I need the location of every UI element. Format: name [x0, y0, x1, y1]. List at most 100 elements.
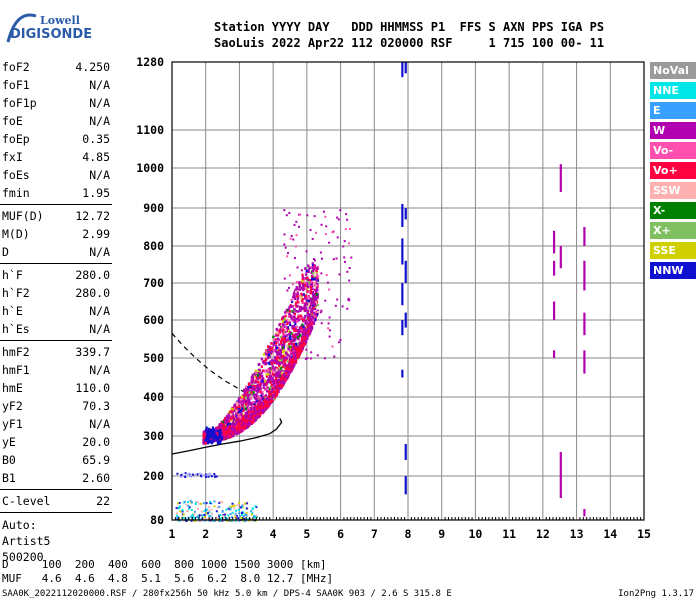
echo-point: [297, 310, 300, 313]
echo-point: [280, 326, 283, 329]
echo-point: [282, 320, 285, 323]
x-tick-label: 2: [202, 527, 209, 541]
muf-distance-row: D 100 200 400 600 800 1000 1500 3000 [km…: [2, 558, 327, 571]
echo-point: [262, 398, 265, 401]
echo-point: [303, 341, 306, 344]
echo-point: [302, 287, 305, 290]
echo-point: [207, 427, 211, 431]
echo-point: [253, 388, 256, 392]
param-label: foF1: [2, 78, 30, 92]
x-tick-label: 4: [270, 527, 277, 541]
echo-point: [268, 367, 271, 371]
echo-point: [286, 322, 289, 326]
echo-point: [261, 392, 264, 396]
echo-point: [226, 416, 229, 420]
echo-point: [278, 364, 281, 367]
echo-point: [247, 403, 250, 406]
echo-point: [300, 292, 303, 296]
echo-point: [302, 298, 305, 301]
echo-point: [324, 299, 327, 302]
es-echo-point: [251, 507, 254, 510]
echo-point: [219, 439, 222, 443]
echo-point: [262, 405, 265, 409]
echo-point: [285, 214, 288, 217]
echo-point: [343, 256, 346, 259]
echo-point: [210, 435, 213, 439]
echo-point: [276, 386, 279, 389]
echo-point: [246, 406, 249, 409]
vertical-streak: [401, 283, 404, 306]
param-row-yf2: yF2 70.3: [0, 397, 112, 415]
echo-point: [203, 436, 206, 439]
echo-point: [235, 401, 238, 405]
echo-point: [248, 401, 251, 404]
echo-point: [266, 345, 270, 348]
es-echo-point: [224, 513, 227, 516]
echo-point: [250, 387, 253, 391]
echo-point: [295, 345, 298, 349]
echo-point: [298, 346, 301, 350]
echo-point: [248, 414, 251, 417]
echo-point: [218, 432, 221, 436]
echo-point: [238, 421, 241, 425]
es-echo-point: [210, 508, 213, 511]
param-value: N/A: [89, 304, 110, 318]
echo-point: [202, 430, 205, 434]
es-echo-point: [214, 475, 217, 478]
es-echo-point: [192, 516, 195, 519]
echo-point: [292, 352, 295, 355]
echo-point: [269, 381, 272, 384]
echo-point: [238, 415, 241, 418]
echo-point: [222, 426, 225, 430]
echo-point: [304, 284, 307, 287]
x-tick-label: 13: [570, 527, 584, 541]
param-label: h`F2: [2, 286, 30, 300]
echo-point: [250, 403, 253, 406]
echo-point: [203, 432, 206, 436]
echo-point: [293, 312, 296, 316]
echo-point: [286, 318, 289, 322]
es-echo-point: [234, 512, 237, 515]
echo-point: [307, 270, 310, 273]
echo-point: [296, 335, 300, 339]
echo-point: [305, 333, 308, 336]
echo-point: [208, 429, 212, 432]
echo-point: [278, 331, 281, 335]
es-echo-point: [229, 508, 232, 511]
echo-point: [251, 375, 254, 378]
es-echo-point: [196, 516, 199, 519]
echo-point: [242, 405, 245, 409]
echo-point: [282, 358, 285, 361]
echo-point: [269, 350, 272, 353]
es-echo-point: [205, 508, 208, 511]
es-echo-point: [219, 519, 221, 522]
es-echo-point: [244, 517, 247, 520]
echo-point: [297, 355, 300, 358]
es-echo-point: [198, 515, 201, 518]
param-separator: [0, 204, 112, 205]
param-row-hme: hmE 110.0: [0, 379, 112, 397]
echo-point: [294, 360, 297, 364]
echo-point: [298, 349, 301, 353]
echo-point: [261, 379, 264, 383]
param-row-clevel: C-level 22: [0, 492, 112, 510]
echo-point: [249, 407, 252, 411]
echo-point: [281, 350, 285, 354]
echo-point: [315, 266, 318, 270]
echo-point: [232, 415, 235, 419]
echo-point: [295, 301, 298, 305]
echo-point: [283, 359, 286, 363]
echo-point: [271, 394, 275, 397]
param-separator: [0, 512, 112, 513]
es-echo-point: [190, 519, 193, 522]
echo-point: [245, 419, 248, 423]
echo-point: [299, 306, 302, 309]
echo-point: [274, 394, 278, 397]
param-row-ye: yE 20.0: [0, 433, 112, 451]
echo-point: [291, 363, 294, 367]
es-echo-point: [203, 510, 206, 513]
echo-point: [264, 395, 267, 399]
param-value: 280.0: [75, 268, 110, 282]
echo-point: [306, 334, 309, 338]
